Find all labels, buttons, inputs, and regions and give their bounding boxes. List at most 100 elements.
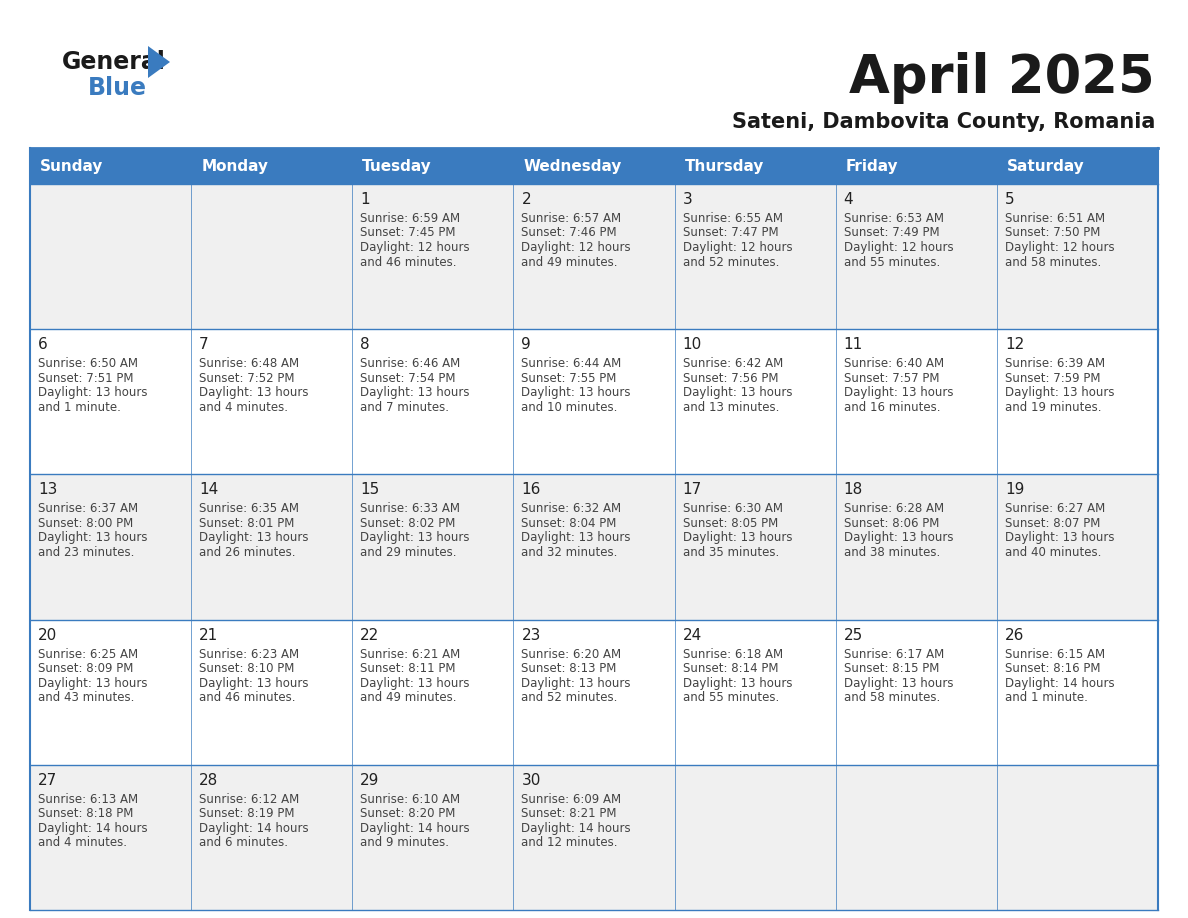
Text: Sunrise: 6:27 AM: Sunrise: 6:27 AM (1005, 502, 1105, 515)
Polygon shape (148, 46, 170, 78)
Text: Sunset: 8:20 PM: Sunset: 8:20 PM (360, 807, 456, 821)
Text: Sunset: 8:15 PM: Sunset: 8:15 PM (843, 662, 939, 675)
Text: Sunset: 8:14 PM: Sunset: 8:14 PM (683, 662, 778, 675)
Text: Daylight: 13 hours: Daylight: 13 hours (360, 386, 469, 399)
Text: Sunset: 8:16 PM: Sunset: 8:16 PM (1005, 662, 1100, 675)
Text: 26: 26 (1005, 628, 1024, 643)
Bar (30, 330, 1158, 475)
Text: 12: 12 (1005, 337, 1024, 353)
Text: 16: 16 (522, 482, 541, 498)
Text: 24: 24 (683, 628, 702, 643)
Text: Sunrise: 6:32 AM: Sunrise: 6:32 AM (522, 502, 621, 515)
Text: and 52 minutes.: and 52 minutes. (683, 255, 779, 268)
Text: 25: 25 (843, 628, 862, 643)
Text: 13: 13 (38, 482, 57, 498)
Text: Sunday: Sunday (40, 159, 103, 174)
Text: April 2025: April 2025 (849, 52, 1155, 104)
Text: and 4 minutes.: and 4 minutes. (200, 400, 289, 414)
Text: Daylight: 13 hours: Daylight: 13 hours (200, 386, 309, 399)
Text: Sunrise: 6:48 AM: Sunrise: 6:48 AM (200, 357, 299, 370)
Text: Saturday: Saturday (1007, 159, 1085, 174)
Text: Sunrise: 6:46 AM: Sunrise: 6:46 AM (360, 357, 461, 370)
Text: Sunrise: 6:53 AM: Sunrise: 6:53 AM (843, 212, 943, 225)
Text: Sunset: 7:45 PM: Sunset: 7:45 PM (360, 227, 456, 240)
Text: Daylight: 14 hours: Daylight: 14 hours (38, 822, 147, 834)
Text: Sunset: 8:01 PM: Sunset: 8:01 PM (200, 517, 295, 530)
Text: Sunrise: 6:13 AM: Sunrise: 6:13 AM (38, 793, 138, 806)
Text: Sunrise: 6:40 AM: Sunrise: 6:40 AM (843, 357, 943, 370)
Text: 21: 21 (200, 628, 219, 643)
Text: Sunset: 8:09 PM: Sunset: 8:09 PM (38, 662, 133, 675)
Text: and 46 minutes.: and 46 minutes. (360, 255, 456, 268)
Text: and 55 minutes.: and 55 minutes. (843, 255, 940, 268)
Text: and 46 minutes.: and 46 minutes. (200, 691, 296, 704)
Text: Sunset: 8:07 PM: Sunset: 8:07 PM (1005, 517, 1100, 530)
Text: and 23 minutes.: and 23 minutes. (38, 546, 134, 559)
Text: and 49 minutes.: and 49 minutes. (360, 691, 456, 704)
Text: and 40 minutes.: and 40 minutes. (1005, 546, 1101, 559)
Text: and 7 minutes.: and 7 minutes. (360, 400, 449, 414)
Text: 19: 19 (1005, 482, 1024, 498)
Text: Daylight: 13 hours: Daylight: 13 hours (683, 677, 792, 689)
Text: 28: 28 (200, 773, 219, 788)
Text: Daylight: 12 hours: Daylight: 12 hours (683, 241, 792, 254)
Text: and 26 minutes.: and 26 minutes. (200, 546, 296, 559)
Text: Sunset: 8:11 PM: Sunset: 8:11 PM (360, 662, 456, 675)
Text: Sunset: 7:46 PM: Sunset: 7:46 PM (522, 227, 617, 240)
Text: Daylight: 13 hours: Daylight: 13 hours (522, 386, 631, 399)
Text: Daylight: 13 hours: Daylight: 13 hours (843, 677, 953, 689)
Bar (30, 620, 1158, 765)
Text: Daylight: 13 hours: Daylight: 13 hours (683, 386, 792, 399)
Text: Sunset: 8:04 PM: Sunset: 8:04 PM (522, 517, 617, 530)
Text: and 29 minutes.: and 29 minutes. (360, 546, 456, 559)
Text: Sunrise: 6:12 AM: Sunrise: 6:12 AM (200, 793, 299, 806)
Text: and 35 minutes.: and 35 minutes. (683, 546, 779, 559)
Text: Daylight: 13 hours: Daylight: 13 hours (1005, 386, 1114, 399)
Text: Sunrise: 6:25 AM: Sunrise: 6:25 AM (38, 647, 138, 661)
Text: Sunset: 8:06 PM: Sunset: 8:06 PM (843, 517, 939, 530)
Text: 5: 5 (1005, 192, 1015, 207)
Text: and 12 minutes.: and 12 minutes. (522, 836, 618, 849)
Text: Sunset: 8:05 PM: Sunset: 8:05 PM (683, 517, 778, 530)
Bar (30, 148, 1158, 184)
Text: Daylight: 12 hours: Daylight: 12 hours (843, 241, 953, 254)
Text: Sateni, Dambovita County, Romania: Sateni, Dambovita County, Romania (732, 112, 1155, 132)
Text: Sunrise: 6:51 AM: Sunrise: 6:51 AM (1005, 212, 1105, 225)
Text: Daylight: 13 hours: Daylight: 13 hours (200, 532, 309, 544)
Text: and 49 minutes.: and 49 minutes. (522, 255, 618, 268)
Text: Sunrise: 6:35 AM: Sunrise: 6:35 AM (200, 502, 299, 515)
Text: Sunrise: 6:39 AM: Sunrise: 6:39 AM (1005, 357, 1105, 370)
Text: Blue: Blue (88, 76, 147, 100)
Text: Sunrise: 6:15 AM: Sunrise: 6:15 AM (1005, 647, 1105, 661)
Text: Daylight: 14 hours: Daylight: 14 hours (522, 822, 631, 834)
Text: Sunrise: 6:23 AM: Sunrise: 6:23 AM (200, 647, 299, 661)
Text: and 55 minutes.: and 55 minutes. (683, 691, 779, 704)
Text: and 10 minutes.: and 10 minutes. (522, 400, 618, 414)
Text: Sunset: 7:47 PM: Sunset: 7:47 PM (683, 227, 778, 240)
Text: Sunrise: 6:44 AM: Sunrise: 6:44 AM (522, 357, 621, 370)
Text: Sunrise: 6:21 AM: Sunrise: 6:21 AM (360, 647, 461, 661)
Text: Monday: Monday (201, 159, 268, 174)
Text: General: General (62, 50, 166, 74)
Text: and 4 minutes.: and 4 minutes. (38, 836, 127, 849)
Text: 3: 3 (683, 192, 693, 207)
Text: Daylight: 13 hours: Daylight: 13 hours (38, 532, 147, 544)
Text: Sunrise: 6:17 AM: Sunrise: 6:17 AM (843, 647, 944, 661)
Text: Sunrise: 6:37 AM: Sunrise: 6:37 AM (38, 502, 138, 515)
Text: 29: 29 (360, 773, 380, 788)
Text: Tuesday: Tuesday (362, 159, 432, 174)
Text: and 6 minutes.: and 6 minutes. (200, 836, 289, 849)
Text: Sunrise: 6:09 AM: Sunrise: 6:09 AM (522, 793, 621, 806)
Text: 27: 27 (38, 773, 57, 788)
Text: Sunset: 7:56 PM: Sunset: 7:56 PM (683, 372, 778, 385)
Text: 30: 30 (522, 773, 541, 788)
Text: 7: 7 (200, 337, 209, 353)
Text: and 43 minutes.: and 43 minutes. (38, 691, 134, 704)
Text: Sunrise: 6:30 AM: Sunrise: 6:30 AM (683, 502, 783, 515)
Text: Daylight: 13 hours: Daylight: 13 hours (522, 532, 631, 544)
Text: Sunset: 7:54 PM: Sunset: 7:54 PM (360, 372, 456, 385)
Text: Daylight: 13 hours: Daylight: 13 hours (843, 386, 953, 399)
Text: 4: 4 (843, 192, 853, 207)
Text: Friday: Friday (846, 159, 898, 174)
Text: Sunset: 8:00 PM: Sunset: 8:00 PM (38, 517, 133, 530)
